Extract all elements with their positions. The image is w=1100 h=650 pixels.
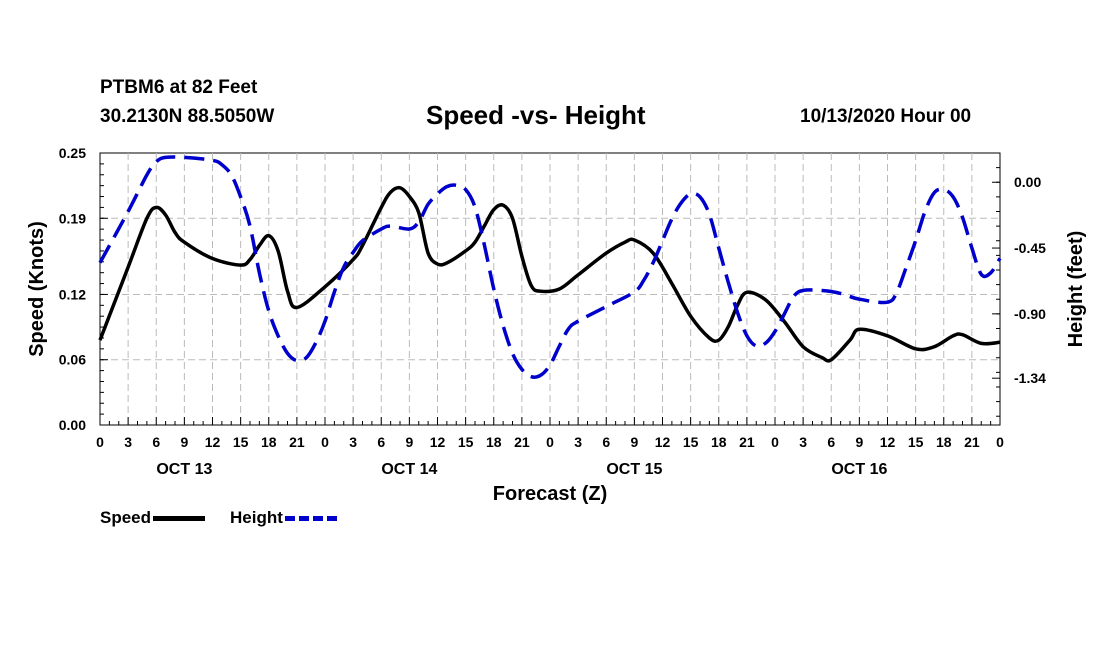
x-tick-label: 9 [630, 434, 638, 450]
x-tick-label: 3 [574, 434, 582, 450]
x-tick-label: 15 [458, 434, 474, 450]
date-label: OCT 16 [831, 461, 887, 478]
x-tick-label: 9 [180, 434, 188, 450]
series-line-height [98, 155, 1002, 379]
x-tick-label: 18 [936, 434, 952, 450]
x-tick-label: 3 [349, 434, 357, 450]
y-right-tick-label: -0.45 [1014, 240, 1046, 256]
x-tick-label: 12 [880, 434, 896, 450]
date-label: OCT 15 [606, 461, 662, 478]
y-right-tick-label: 0.00 [1014, 174, 1041, 190]
y-right-axis-title: Height (feet) [1065, 231, 1087, 348]
x-tick-label: 9 [405, 434, 413, 450]
x-tick-label: 15 [908, 434, 924, 450]
x-tick-label: 3 [799, 434, 807, 450]
legend-height-line [284, 515, 337, 521]
x-tick-label: 12 [205, 434, 221, 450]
x-tick-label: 15 [233, 434, 249, 450]
date-label: OCT 13 [156, 461, 212, 478]
x-tick-label: 18 [486, 434, 502, 450]
x-tick-label: 6 [827, 434, 835, 450]
x-tick-label: 0 [321, 434, 329, 450]
legend-speed-label: Speed [100, 508, 152, 527]
station-label: PTBM6 at 82 Feet [100, 77, 258, 98]
x-tick-label: 6 [152, 434, 160, 450]
chart-title: Speed -vs- Height [426, 100, 646, 130]
x-tick-label: 15 [683, 434, 699, 450]
x-tick-label: 12 [430, 434, 446, 450]
x-tick-label: 0 [771, 434, 779, 450]
x-tick-label: 18 [711, 434, 727, 450]
date-label: OCT 14 [381, 461, 437, 478]
x-tick-label: 18 [261, 434, 277, 450]
series-line-speed [98, 185, 1001, 363]
legend-speed: Speed [100, 508, 206, 528]
y-left-tick-label: 0.12 [59, 286, 86, 302]
y-left-tick-label: 0.25 [59, 145, 86, 161]
x-tick-label: 12 [655, 434, 671, 450]
legend-height: Height [230, 508, 337, 528]
y-right-tick-label: -0.90 [1014, 306, 1046, 322]
y-left-tick-label: 0.00 [59, 417, 86, 433]
y-left-tick-label: 0.19 [59, 210, 86, 226]
x-tick-label: 6 [602, 434, 610, 450]
legend-height-label: Height [230, 508, 283, 527]
y-left-tick-label: 0.06 [59, 352, 86, 368]
x-tick-label: 6 [377, 434, 385, 450]
x-tick-label: 3 [124, 434, 132, 450]
x-tick-label: 0 [546, 434, 554, 450]
legend-speed-line [153, 515, 206, 521]
y-right-tick-label: -1.34 [1014, 370, 1046, 386]
forecast-date-label: 10/13/2020 Hour 00 [800, 106, 972, 127]
x-tick-label: 9 [855, 434, 863, 450]
x-tick-label: 21 [964, 434, 980, 450]
x-tick-label: 0 [96, 434, 104, 450]
x-tick-label: 21 [739, 434, 755, 450]
x-tick-label: 21 [514, 434, 530, 450]
coordinates-label: 30.2130N 88.5050W [100, 106, 275, 127]
y-left-axis-title: Speed (Knots) [26, 221, 48, 357]
x-axis-title: Forecast (Z) [493, 483, 607, 505]
x-tick-label: 21 [289, 434, 305, 450]
x-tick-label: 0 [996, 434, 1004, 450]
